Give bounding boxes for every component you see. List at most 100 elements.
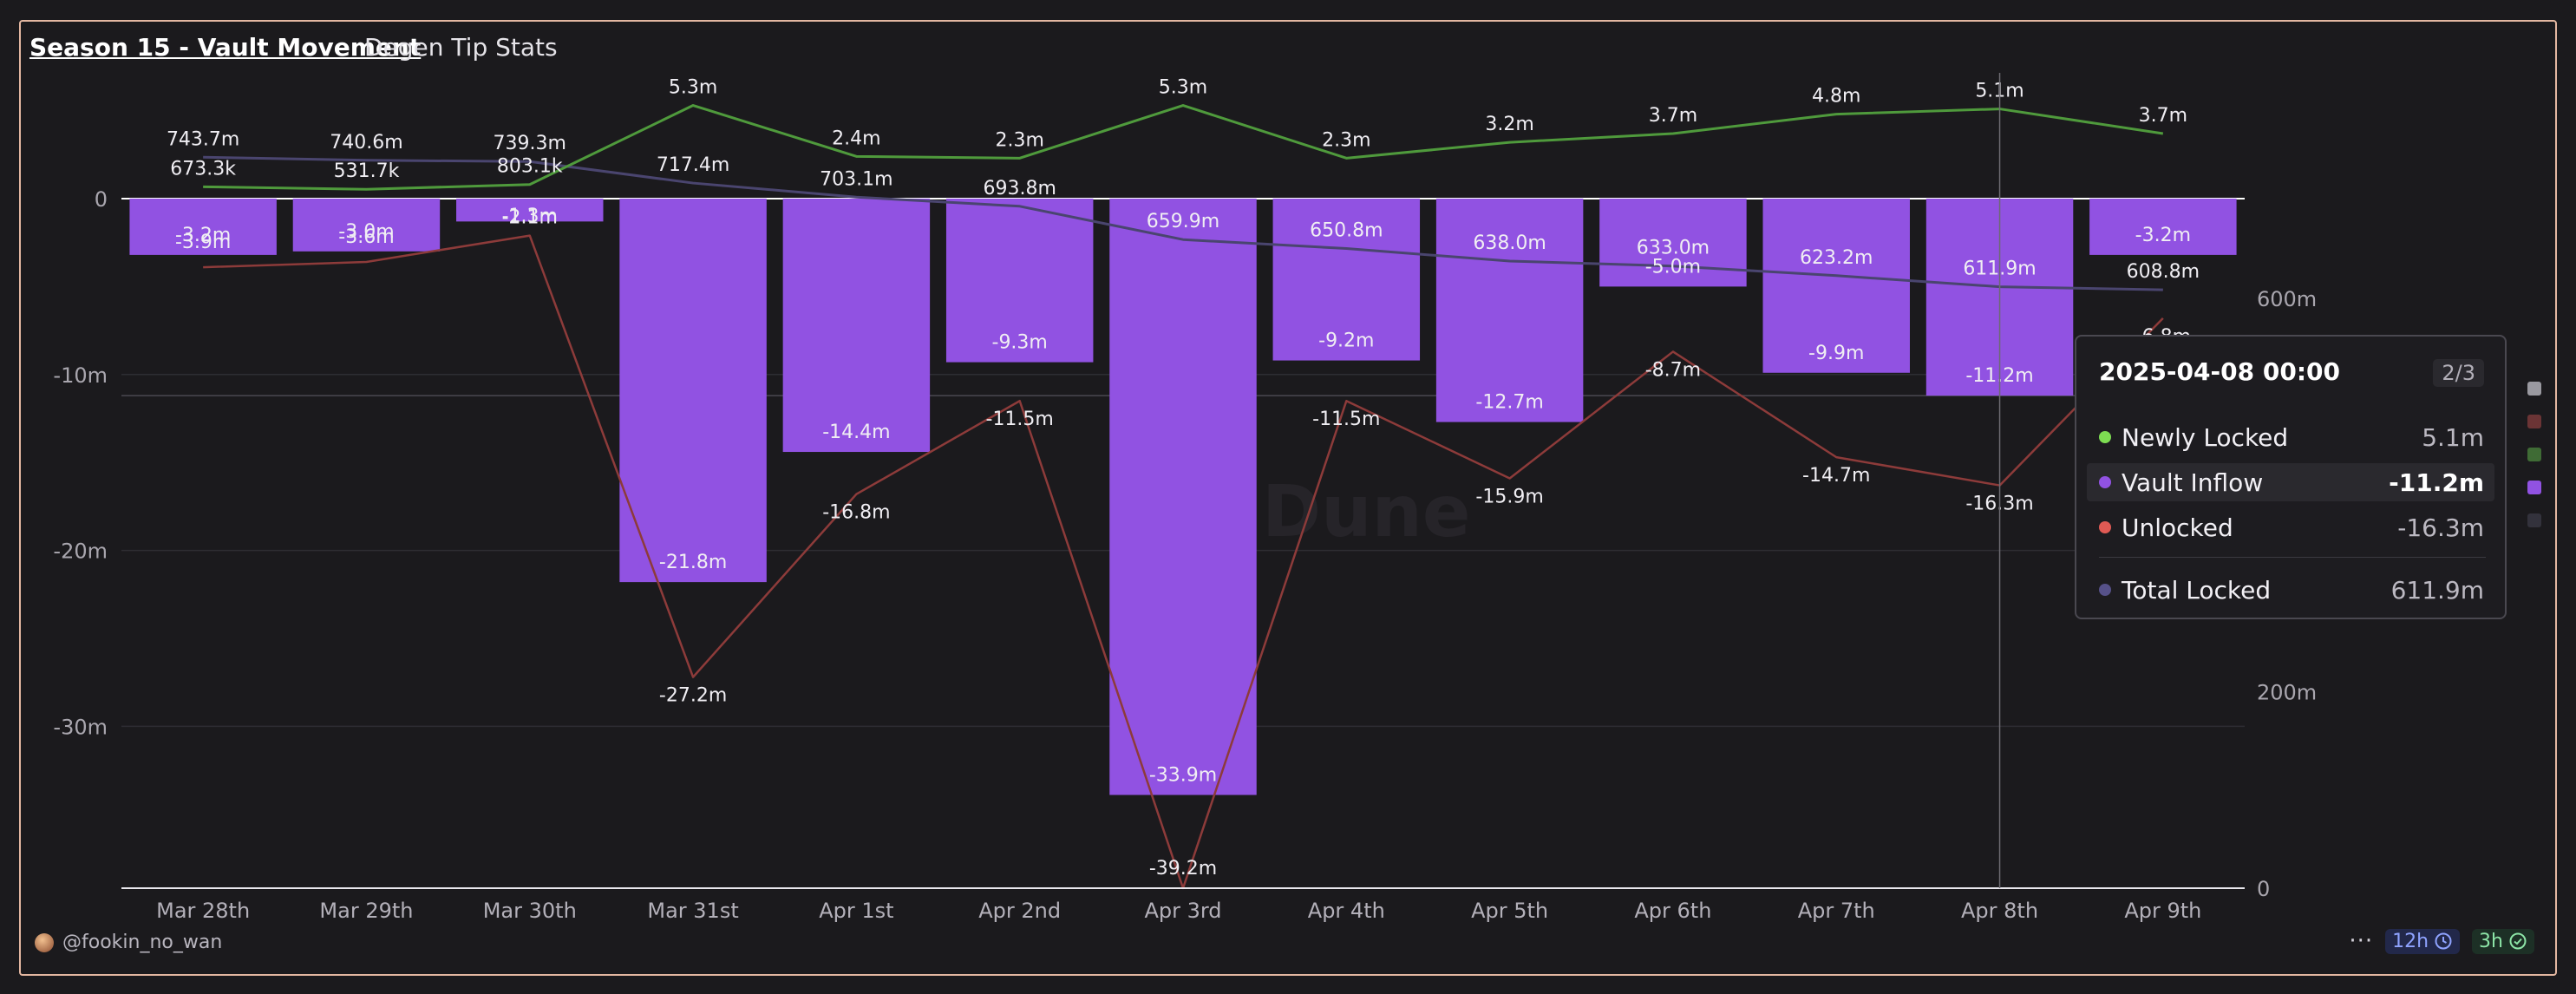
legend-swatch[interactable] [2527, 513, 2541, 527]
bar-vault-inflow [2089, 199, 2237, 255]
x-tick-label: Apr 7th [1798, 899, 1875, 923]
data-label-newly-locked: 2.3m [1322, 129, 1370, 151]
data-age-badge[interactable]: 3h [2472, 928, 2534, 954]
clock-icon [2435, 932, 2452, 950]
line-total-locked [203, 155, 2163, 291]
data-label-newly-locked: 3.7m [1649, 105, 1697, 127]
data-label-vault-inflow: -14.4m [822, 422, 890, 443]
bar-vault-inflow [292, 199, 441, 252]
legend-swatch[interactable] [2527, 481, 2541, 494]
bar-vault-inflow [945, 199, 1094, 363]
x-tick-label: Apr 8th [1961, 899, 2038, 923]
data-label-unlocked: -11.5m [1312, 409, 1380, 430]
x-tick-label: Apr 5th [1471, 899, 1548, 923]
data-label-unlocked: -15.9m [1475, 486, 1543, 507]
tooltip-row-value: 5.1m [2422, 422, 2484, 452]
legend-swatch[interactable] [2527, 382, 2541, 396]
tooltip-date: 2025-04-08 00:00 [2099, 357, 2340, 386]
tooltip-row-label: Newly Locked [2122, 422, 2289, 452]
y-left-tick-label: 0 [95, 187, 108, 212]
y-left-tick-label: -20m [53, 540, 108, 564]
tooltip-row-label: Total Locked [2122, 575, 2272, 605]
data-label-vault-inflow: -9.2m [1318, 330, 1374, 352]
data-label-total-locked: 693.8m [983, 178, 1056, 199]
chart-title-link[interactable]: Season 15 - Vault Movement [29, 33, 422, 62]
series-dot-icon [2099, 476, 2111, 488]
x-tick-label: Mar 28th [156, 899, 250, 923]
data-label-unlocked: -2.1m [502, 207, 558, 229]
tooltip-row-unlocked: Unlocked -16.3m [2087, 508, 2494, 546]
y-left-tick-label: -30m [53, 715, 108, 739]
data-label-vault-inflow: -9.3m [992, 332, 1048, 354]
tooltip-row-label: Unlocked [2122, 513, 2233, 542]
data-age: 3h [2479, 930, 2503, 952]
data-label-total-locked: 740.6m [330, 132, 402, 154]
tooltip-row-label: Vault Inflow [2122, 468, 2264, 497]
axes: 0 -10m -20m -30m 0 200m 600m Mar 28th Mar 29th Ma… [53, 187, 2317, 923]
data-label-newly-locked: 5.3m [669, 77, 717, 99]
y-right-tick-label: 200m [2257, 680, 2317, 704]
legend-swatch[interactable] [2527, 448, 2541, 461]
data-label-vault-inflow: -5.0m [1645, 256, 1701, 278]
series-dot-icon [2099, 431, 2111, 443]
data-label-vault-inflow: -3.0m [338, 221, 394, 243]
data-label-unlocked: -27.2m [659, 685, 727, 707]
data-label-newly-locked: 3.2m [1485, 114, 1533, 135]
data-label-vault-inflow: -1.3m [502, 206, 558, 227]
card-border [19, 20, 2557, 976]
data-label-vault-inflow: -3.2m [175, 225, 231, 246]
x-tick-label: Apr 4th [1308, 899, 1385, 923]
bar-vault-inflow [619, 199, 767, 583]
x-tick-label: Mar 31st [647, 899, 738, 923]
watermark-text: Dune [1262, 471, 1470, 553]
tooltip-row-value: -16.3m [2397, 513, 2484, 542]
data-label-total-locked: 739.3m [494, 133, 566, 154]
bar-vault-inflow [1599, 199, 1747, 287]
data-label-vault-inflow: -33.9m [1149, 765, 1217, 787]
x-tick-label: Mar 29th [319, 899, 413, 923]
bar-vault-inflow [456, 199, 604, 222]
hover-tooltip: 2025-04-08 00:00 2/3 Newly Locked 5.1m V… [2075, 335, 2507, 619]
data-label-newly-locked: 4.8m [1812, 86, 1860, 108]
x-tick-label: Apr 1st [819, 899, 893, 923]
line-newly-locked [203, 104, 2164, 191]
data-labels: -3.2m -3.0m -1.3m -21.8m -14.4m -9.3m -33.9m -9… [167, 77, 2200, 880]
data-label-total-locked: 703.1m [820, 168, 892, 190]
data-label-total-locked: 623.2m [1800, 247, 1873, 269]
x-tick-label: Apr 3rd [1144, 899, 1221, 923]
author-name: @fookin_no_wan [62, 932, 223, 953]
data-label-total-locked: 717.4m [657, 154, 729, 176]
data-label-newly-locked: 803.1k [497, 156, 563, 178]
y-left-tick-label: -10m [53, 363, 108, 388]
author-link[interactable]: @fookin_no_wan [35, 932, 222, 953]
x-tick-label: Mar 30th [483, 899, 577, 923]
bars-vault-inflow [129, 199, 2237, 795]
refresh-schedule-badge[interactable]: 12h [2385, 928, 2461, 954]
data-label-vault-inflow: -9.9m [1808, 343, 1864, 364]
bar-vault-inflow [1762, 199, 1910, 373]
data-label-total-locked: 659.9m [1147, 211, 1219, 232]
data-label-total-locked: 743.7m [167, 128, 239, 150]
tooltip-page-indicator[interactable]: 2/3 [2433, 359, 2484, 387]
data-label-unlocked: -14.7m [1802, 465, 1870, 487]
chart-subtitle: Degen Tip Stats [364, 33, 558, 62]
y-right-tick-label: 600m [2257, 287, 2317, 311]
bar-vault-inflow [1272, 199, 1421, 361]
tooltip-row-newly-locked: Newly Locked 5.1m [2087, 418, 2494, 456]
x-tick-label: Apr 2nd [978, 899, 1061, 923]
legend-swatch[interactable] [2527, 415, 2541, 428]
bar-vault-inflow [1435, 199, 1584, 422]
data-label-unlocked: -8.7m [1645, 359, 1701, 381]
refresh-interval: 12h [2392, 930, 2429, 952]
data-label-unlocked: -11.5m [986, 409, 1054, 430]
data-label-newly-locked: 531.7k [334, 160, 400, 182]
tooltip-row-total-locked: Total Locked 611.9m [2087, 571, 2494, 609]
data-label-newly-locked: 2.4m [832, 128, 880, 149]
check-circle-icon [2509, 932, 2527, 950]
more-options-icon[interactable]: ··· [2349, 928, 2374, 954]
data-label-newly-locked: 5.3m [1159, 77, 1207, 99]
data-label-total-locked: 650.8m [1310, 220, 1383, 242]
x-tick-label: Apr 6th [1634, 899, 1711, 923]
